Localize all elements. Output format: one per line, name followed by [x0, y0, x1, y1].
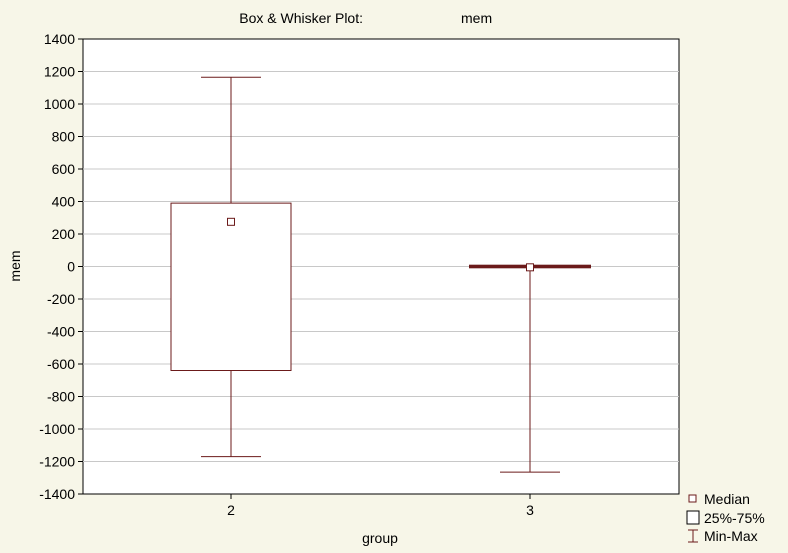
y-tick-label: 200 [52, 226, 76, 242]
x-axis-label: group [362, 530, 398, 546]
y-tick-label: 800 [52, 129, 76, 145]
y-tick-label: -600 [47, 356, 75, 372]
x-tick-label: 3 [526, 502, 534, 518]
x-tick-label: 2 [227, 502, 235, 518]
y-tick-label: 1000 [44, 96, 75, 112]
box-group-3 [469, 263, 591, 473]
y-tick-label: 1200 [44, 64, 75, 80]
y-axis-label: mem [7, 250, 23, 281]
y-tick-label: 400 [52, 194, 76, 210]
legend: Median 25%-75% Min-Max [686, 491, 765, 544]
legend-label-range: Min-Max [704, 528, 758, 544]
y-axis-ticks: 1400 1200 1000 800 600 400 200 0 -200 -400 -600 -80… [39, 31, 83, 502]
y-tick-label: -1200 [39, 454, 75, 470]
y-tick-label: -800 [47, 389, 75, 405]
legend-label-median: Median [704, 491, 750, 507]
median-marker [227, 217, 235, 226]
y-tick-label: -400 [47, 324, 75, 340]
median-marker [526, 263, 534, 272]
y-tick-label: -1400 [39, 486, 75, 502]
box-series [170, 76, 591, 473]
y-tick-label: 600 [52, 161, 76, 177]
legend-box-marker [686, 510, 700, 525]
y-tick-label: 1400 [44, 31, 75, 47]
legend-label-box: 25%-75% [704, 510, 765, 526]
y-tick-label: 0 [67, 259, 75, 275]
chart-title: Box & Whisker Plot: [239, 10, 363, 26]
chart-variable: mem [461, 10, 492, 26]
box-group-2 [170, 76, 292, 458]
y-tick-label: -200 [47, 291, 75, 307]
legend-median-marker [688, 494, 697, 503]
y-tick-label: -1000 [39, 421, 75, 437]
iqr-box [170, 202, 292, 371]
